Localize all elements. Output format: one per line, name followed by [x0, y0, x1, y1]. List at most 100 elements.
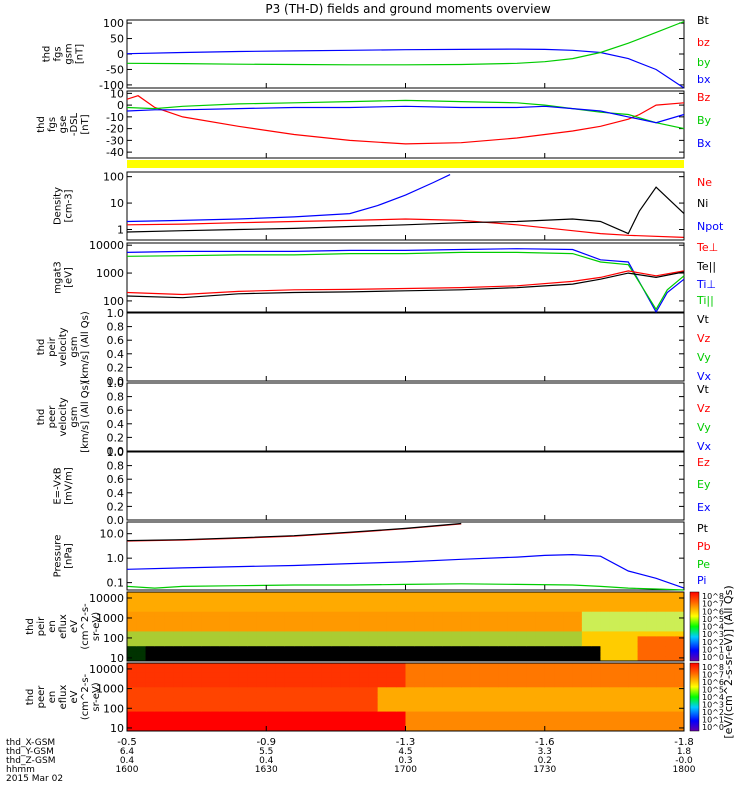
heat-cell: [591, 682, 601, 688]
heat-cell: [665, 663, 676, 669]
heat-cell: [173, 631, 184, 637]
heat-cell: [275, 596, 286, 603]
heat-cell: [284, 663, 295, 669]
colorbar-strip: [689, 591, 700, 662]
heat-cell: [136, 726, 147, 732]
heat-cell: [414, 711, 425, 717]
heat-cell: [386, 682, 397, 688]
heat-cell: [164, 646, 174, 652]
heat-cell: [544, 641, 555, 647]
heat-cell: [591, 667, 601, 674]
heat-cell: [405, 687, 416, 693]
x-row-value: 4.5: [398, 747, 412, 757]
heat-cell: [461, 646, 471, 652]
y-axis-label-line: E=-VxB: [53, 467, 64, 504]
y-tick-label: 0.1: [107, 577, 125, 590]
heat-cell: [164, 601, 174, 608]
heat-cell: [303, 626, 314, 632]
heat-cell: [303, 706, 314, 713]
heat-cell: [294, 646, 304, 652]
legend-Pt: Pt: [697, 522, 709, 535]
heat-cell: [516, 626, 527, 632]
heat-cell: [619, 651, 629, 657]
heat-cell: [646, 692, 657, 698]
heat-cell: [442, 726, 453, 732]
heat-cell: [154, 682, 165, 688]
heat-cell: [544, 616, 555, 623]
heat-cell: [173, 646, 184, 652]
heat-cell: [609, 621, 620, 627]
heat-cell: [600, 646, 611, 652]
heat-cell: [470, 621, 481, 627]
heat-cell: [266, 716, 277, 722]
heat-cell: [127, 636, 137, 642]
colorbar-label: [eV/(cm^2-s-sr-eV)] (All Qs): [722, 585, 735, 738]
heat-cell: [377, 606, 388, 613]
heat-cell: [349, 606, 360, 613]
heat-cell: [526, 596, 536, 603]
heat-cell: [368, 706, 379, 713]
heat-cell: [674, 601, 685, 608]
heat-cell: [210, 711, 221, 717]
heat-cell: [219, 711, 230, 717]
heat-cell: [470, 667, 481, 674]
heat-cell: [229, 636, 239, 642]
heat-cell: [544, 646, 555, 652]
heat-cell: [396, 677, 406, 683]
heat-cell: [349, 726, 360, 732]
heat-cell: [321, 682, 332, 688]
heat-cell: [127, 651, 137, 657]
heat-cell: [600, 616, 611, 623]
heat-cell: [368, 711, 379, 717]
y-axis-label-line: eV: [69, 690, 80, 703]
heat-cell: [405, 616, 416, 623]
heat-cell: [600, 606, 611, 613]
heat-cell: [238, 672, 249, 679]
heat-cell: [563, 606, 574, 613]
legend-Bt: Bt: [697, 14, 710, 27]
heat-cell: [665, 616, 676, 623]
heat-cell: [266, 667, 277, 674]
heat-cell: [405, 621, 416, 627]
heat-cell: [591, 606, 601, 613]
heat-cell: [312, 667, 323, 674]
heat-cell: [312, 701, 323, 708]
heat-cell: [201, 726, 212, 732]
y-tick-label: 1: [117, 223, 124, 236]
heat-cell: [340, 656, 351, 662]
heat-cell: [591, 631, 601, 637]
heat-cell: [591, 641, 601, 647]
heat-cell: [359, 606, 369, 613]
y-axis-label: thd peer en eflux eV (cm^2-s-sr-eV): [25, 673, 102, 720]
heat-cell: [507, 697, 518, 703]
heat-cell: [396, 697, 406, 703]
heat-cell: [312, 636, 323, 642]
heat-cell: [359, 721, 369, 727]
heat-cell: [386, 596, 397, 603]
heat-cell: [219, 646, 230, 652]
heat-cell: [275, 687, 286, 693]
heat-cell: [609, 592, 620, 598]
heat-cell: [266, 606, 277, 613]
heat-cell: [247, 592, 258, 598]
heat-cell: [405, 601, 416, 608]
heat-cell: [396, 601, 406, 608]
heat-cell: [256, 631, 267, 637]
heat-cell: [219, 682, 230, 688]
heat-cell: [386, 641, 397, 647]
heat-cell: [191, 596, 202, 603]
heat-cell: [349, 677, 360, 683]
heat-cell: [674, 701, 685, 708]
heat-cell: [368, 701, 379, 708]
heat-cell: [526, 611, 536, 618]
heat-cell: [526, 706, 536, 713]
heat-cell: [526, 716, 536, 722]
heat-cell: [554, 596, 564, 603]
heat-cell: [414, 641, 425, 647]
y-tick-label: -100: [99, 79, 124, 92]
series-bx: [126, 48, 685, 89]
heat-cell: [136, 656, 147, 662]
heat-cell: [321, 677, 332, 683]
